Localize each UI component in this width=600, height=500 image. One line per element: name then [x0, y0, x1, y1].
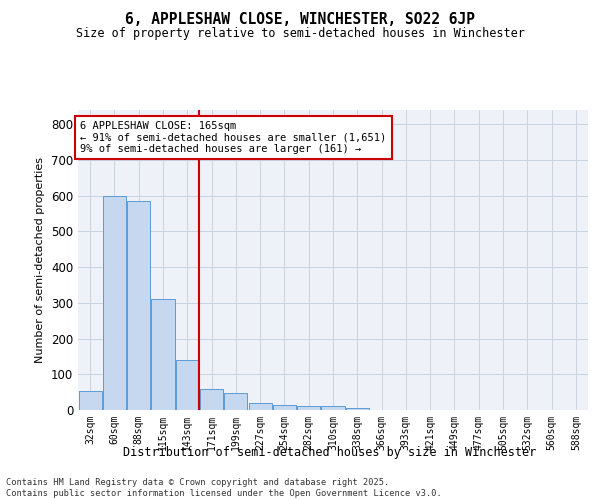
Bar — [151, 298, 175, 410]
Bar — [346, 408, 369, 410]
Text: Distribution of semi-detached houses by size in Winchester: Distribution of semi-detached houses by … — [124, 446, 536, 459]
Bar — [103, 196, 126, 410]
Text: Size of property relative to semi-detached houses in Winchester: Size of property relative to semi-detach… — [76, 28, 524, 40]
Text: 6 APPLESHAW CLOSE: 165sqm
← 91% of semi-detached houses are smaller (1,651)
9% o: 6 APPLESHAW CLOSE: 165sqm ← 91% of semi-… — [80, 120, 386, 154]
Bar — [200, 388, 223, 410]
Text: 6, APPLESHAW CLOSE, WINCHESTER, SO22 6JP: 6, APPLESHAW CLOSE, WINCHESTER, SO22 6JP — [125, 12, 475, 28]
Bar — [248, 403, 272, 410]
Bar — [273, 404, 296, 410]
Bar — [297, 406, 320, 410]
Bar — [79, 392, 101, 410]
Y-axis label: Number of semi-detached properties: Number of semi-detached properties — [35, 157, 46, 363]
Bar — [322, 406, 344, 410]
Bar — [176, 360, 199, 410]
Text: Contains HM Land Registry data © Crown copyright and database right 2025.
Contai: Contains HM Land Registry data © Crown c… — [6, 478, 442, 498]
Bar — [224, 393, 247, 410]
Bar — [127, 201, 150, 410]
